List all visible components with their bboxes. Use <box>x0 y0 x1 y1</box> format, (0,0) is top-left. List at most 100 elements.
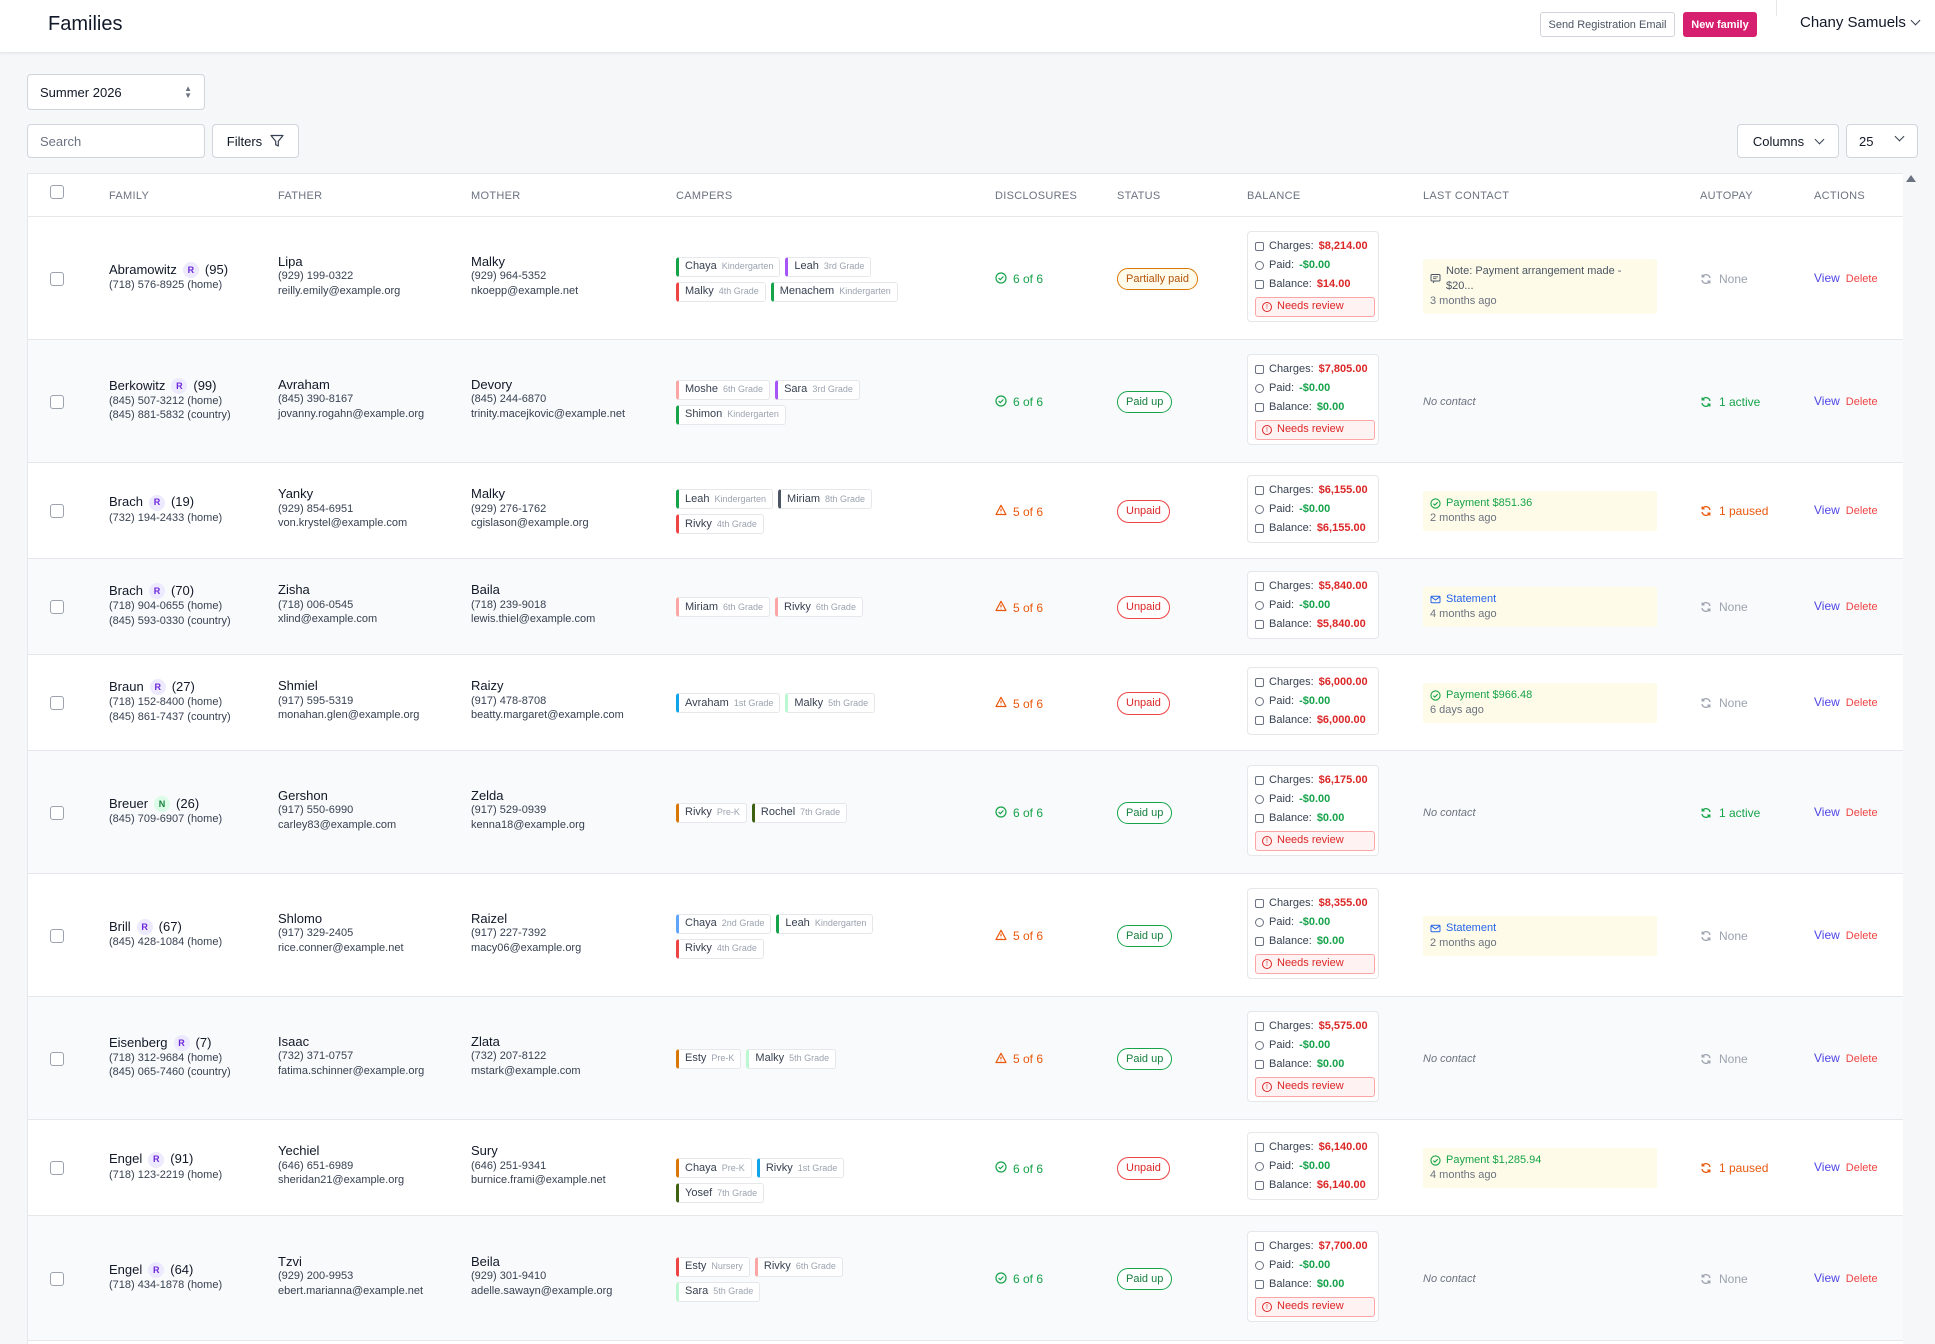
header-family[interactable]: FAMILY <box>109 190 150 202</box>
send-registration-email-button[interactable]: Send Registration Email <box>1540 12 1675 37</box>
disclosures-cell[interactable]: 6 of 6 <box>995 1161 1043 1177</box>
header-mother[interactable]: MOTHER <box>471 190 521 202</box>
camper-tag[interactable]: Chaya Kindergarten <box>676 256 781 277</box>
family-name-text[interactable]: Berkowitz <box>109 377 166 393</box>
delete-link[interactable]: Delete <box>1845 1052 1878 1065</box>
camper-tag[interactable]: Esty Nursery <box>676 1256 750 1277</box>
per-page-select[interactable]: 25 <box>1846 124 1918 158</box>
new-family-button[interactable]: New family <box>1683 12 1757 37</box>
header-campers[interactable]: CAMPERS <box>676 190 733 202</box>
disclosures-cell[interactable]: 5 of 6 <box>995 600 1043 616</box>
last-contact-box[interactable]: Payment $1,285.94 4 months ago <box>1423 1148 1657 1188</box>
view-link[interactable]: View <box>1814 927 1840 942</box>
delete-link[interactable]: Delete <box>1845 272 1878 285</box>
delete-link[interactable]: Delete <box>1845 1162 1878 1174</box>
last-contact-box[interactable]: Note: Payment arrangement made - $20... 3… <box>1423 258 1657 314</box>
father-email[interactable]: monahan.glen@example.org <box>278 709 420 721</box>
family-name[interactable]: Abramowitz R (95) <box>109 262 228 278</box>
columns-button[interactable]: Columns <box>1737 124 1839 158</box>
family-name-text[interactable]: Abramowitz <box>109 261 177 277</box>
view-link[interactable]: View <box>1814 1270 1840 1285</box>
camper-tag[interactable]: Rivky 6th Grade <box>754 1256 843 1277</box>
family-name-text[interactable]: Engel <box>109 1151 143 1167</box>
family-name[interactable]: Breuer N (26) <box>109 796 222 812</box>
row-checkbox[interactable] <box>50 504 64 518</box>
camper-tag[interactable]: Malky 5th Grade <box>746 1048 837 1069</box>
mother-email[interactable]: burnice.frami@example.net <box>471 1174 606 1186</box>
season-select[interactable]: Summer 2026 ▲ ▼ <box>27 74 205 110</box>
family-name[interactable]: Berkowitz R (99) <box>109 377 231 394</box>
disclosures-cell[interactable]: 5 of 6 <box>995 696 1043 712</box>
camper-tag[interactable]: Moshe 6th Grade <box>676 379 771 400</box>
user-menu[interactable]: Chany Samuels <box>1800 14 1921 31</box>
father-email[interactable]: rice.conner@example.net <box>278 941 404 954</box>
family-name-text[interactable]: Brach <box>109 494 143 510</box>
mother-email[interactable]: cgislason@example.org <box>471 517 589 529</box>
father-email[interactable]: jovanny.rogahn@example.org <box>278 407 425 420</box>
delete-link[interactable]: Delete <box>1845 806 1878 819</box>
search-input[interactable] <box>27 124 205 158</box>
header-last-contact[interactable]: LAST CONTACT <box>1423 190 1510 202</box>
delete-link[interactable]: Delete <box>1845 505 1878 517</box>
family-name[interactable]: Brach R (19) <box>109 494 222 511</box>
camper-tag[interactable]: Sara 3rd Grade <box>775 379 860 400</box>
mother-email[interactable]: lewis.thiel@example.com <box>471 613 596 625</box>
scroll-up-arrow[interactable] <box>1906 175 1916 182</box>
view-link[interactable]: View <box>1814 393 1840 408</box>
camper-tag[interactable]: Rivky 4th Grade <box>676 938 764 959</box>
father-email[interactable]: reilly.emily@example.org <box>278 284 401 297</box>
camper-tag[interactable]: Sara 5th Grade <box>676 1281 761 1302</box>
family-name-text[interactable]: Engel <box>109 1261 143 1277</box>
camper-tag[interactable]: Chaya Pre-K <box>676 1158 752 1178</box>
view-link[interactable]: View <box>1814 599 1840 613</box>
family-name[interactable]: Engel R (64) <box>109 1262 222 1278</box>
father-email[interactable]: von.krystel@example.com <box>278 517 408 529</box>
disclosures-cell[interactable]: 5 of 6 <box>995 929 1043 945</box>
delete-link[interactable]: Delete <box>1845 395 1878 408</box>
view-link[interactable]: View <box>1814 695 1840 709</box>
family-name-text[interactable]: Braun <box>109 679 144 694</box>
row-checkbox[interactable] <box>50 600 64 614</box>
header-balance[interactable]: BALANCE <box>1247 190 1301 202</box>
row-checkbox[interactable] <box>50 696 64 710</box>
row-checkbox[interactable] <box>50 394 64 409</box>
family-name-text[interactable]: Breuer <box>109 795 149 811</box>
family-name-text[interactable]: Brill <box>109 918 131 934</box>
row-checkbox[interactable] <box>50 1161 64 1175</box>
view-link[interactable]: View <box>1814 1050 1840 1065</box>
row-checkbox[interactable] <box>50 1051 64 1066</box>
mother-email[interactable]: adelle.sawayn@example.org <box>471 1284 613 1297</box>
camper-tag[interactable]: Miriam 8th Grade <box>778 489 873 509</box>
header-autopay[interactable]: AUTOPAY <box>1700 190 1753 202</box>
father-email[interactable]: sheridan21@example.org <box>278 1174 405 1186</box>
father-email[interactable]: ebert.marianna@example.net <box>278 1284 424 1297</box>
mother-email[interactable]: trinity.macejkovic@example.net <box>471 407 626 420</box>
father-email[interactable]: fatima.schinner@example.org <box>278 1064 425 1077</box>
camper-tag[interactable]: Menachem Kindergarten <box>770 281 898 302</box>
family-name[interactable]: Brach R (70) <box>109 583 231 600</box>
camper-tag[interactable]: Rivky 1st Grade <box>756 1158 845 1178</box>
row-checkbox[interactable] <box>50 271 64 286</box>
header-father[interactable]: FATHER <box>278 190 323 202</box>
camper-tag[interactable]: Shimon Kindergarten <box>676 404 786 425</box>
header-disclosures[interactable]: DISCLOSURES <box>995 190 1078 202</box>
row-checkbox[interactable] <box>50 805 64 820</box>
camper-tag[interactable]: Esty Pre-K <box>676 1048 742 1069</box>
family-name-text[interactable]: Brach <box>109 583 143 598</box>
disclosures-cell[interactable]: 6 of 6 <box>995 1271 1043 1288</box>
delete-link[interactable]: Delete <box>1845 697 1878 709</box>
delete-link[interactable]: Delete <box>1845 929 1878 942</box>
camper-tag[interactable]: Rivky Pre-K <box>676 802 747 823</box>
delete-link[interactable]: Delete <box>1845 1272 1878 1285</box>
father-email[interactable]: xlind@example.com <box>278 613 378 625</box>
row-checkbox[interactable] <box>50 1271 64 1286</box>
family-name[interactable]: Eisenberg R (7) <box>109 1034 231 1051</box>
camper-tag[interactable]: Rivky 6th Grade <box>775 597 863 617</box>
view-link[interactable]: View <box>1814 270 1840 285</box>
mother-email[interactable]: nkoepp@example.net <box>471 284 579 297</box>
father-email[interactable]: carley83@example.com <box>278 818 397 831</box>
disclosures-cell[interactable]: 6 of 6 <box>995 271 1043 288</box>
family-name[interactable]: Brill R (67) <box>109 919 222 935</box>
delete-link[interactable]: Delete <box>1845 601 1878 613</box>
filters-button[interactable]: Filters <box>212 124 299 158</box>
